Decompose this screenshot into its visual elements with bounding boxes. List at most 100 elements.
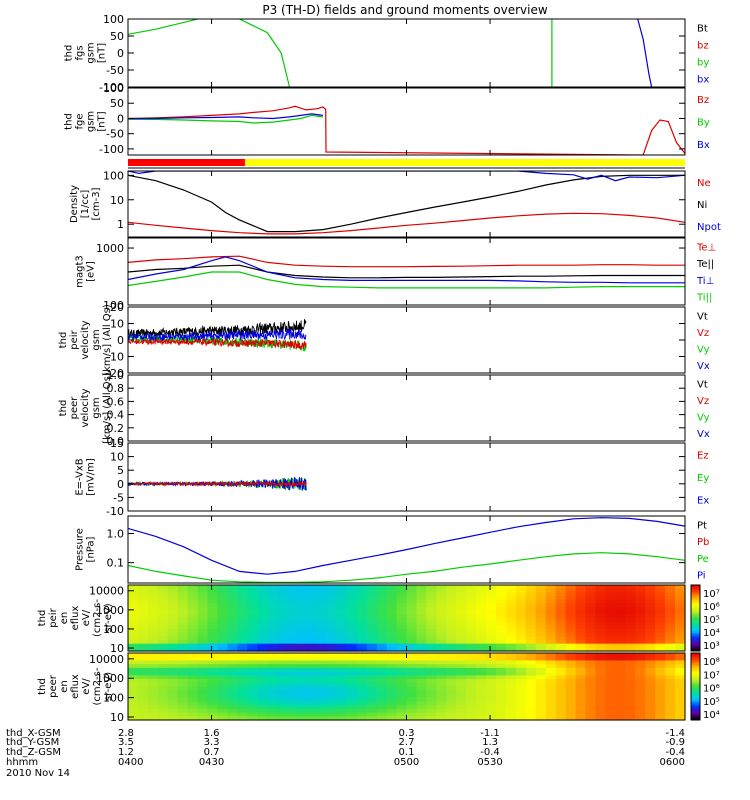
y-axis-label-4: magt3 [eV] [75, 255, 97, 288]
heatmap-cell [476, 643, 487, 648]
heatmap-cell [287, 592, 298, 597]
heatmap-cell [217, 708, 229, 714]
heatmap-cell [665, 640, 676, 645]
heatmap-cell [396, 592, 408, 597]
heatmap-cell [545, 708, 557, 714]
heatmap-cell [167, 693, 179, 699]
heatmap-cell [277, 679, 288, 684]
heatmap-cell [157, 625, 169, 630]
heatmap-cell [386, 705, 398, 710]
heatmap-cell [316, 629, 328, 634]
heatmap-cell [396, 610, 408, 615]
heatmap-cell [137, 607, 149, 612]
heatmap-cell [476, 679, 487, 684]
heatmap-cell [406, 625, 418, 630]
heatmap-cell [515, 610, 527, 615]
heatmap-cell [227, 682, 239, 688]
heatmap-cell [476, 632, 487, 637]
heatmap-cell [287, 621, 298, 626]
heatmap-cell [326, 679, 338, 684]
heatmap-cell [675, 716, 686, 721]
heatmap-cell [147, 618, 159, 623]
heatmap-cell [615, 618, 626, 623]
colorbar-cell [691, 634, 700, 637]
heatmap-cell [476, 592, 487, 597]
heatmap-cell [535, 690, 547, 695]
heatmap-cell [635, 708, 646, 714]
heatmap-cell [655, 640, 666, 645]
heatmap-cell [247, 640, 258, 645]
heatmap-cell [356, 667, 368, 673]
heatmap-cell [128, 607, 139, 612]
heatmap-cell [535, 701, 547, 706]
heatmap-cell [187, 632, 199, 637]
heatmap-cell [277, 705, 288, 710]
heatmap-cell [167, 621, 179, 626]
heatmap-cell [426, 664, 437, 669]
heatmap-cell [555, 625, 567, 630]
heatmap-cell [326, 686, 338, 691]
heatmap-cell [665, 592, 676, 597]
legend-label-1-1: By [697, 118, 710, 129]
heatmap-cell [555, 643, 567, 648]
heatmap-cell [565, 596, 577, 601]
heatmap-cell [635, 643, 646, 648]
heatmap-cell [525, 629, 537, 634]
heatmap-cell [525, 610, 537, 615]
y-axis-label-line: [1/cc] [80, 190, 91, 219]
legend-label-0-0: Bt [697, 24, 708, 35]
heatmap-cell [316, 708, 328, 714]
heatmap-cell [535, 592, 547, 597]
heatmap-cell [525, 660, 537, 665]
x-axis-tick-value: -1.4 [665, 728, 685, 739]
heatmap-cell [505, 653, 517, 658]
heatmap-cell [585, 679, 597, 684]
heatmap-cell [625, 708, 636, 714]
heatmap-cell [545, 686, 557, 691]
heatmap-cell [585, 610, 597, 615]
heatmap-cell [655, 632, 666, 637]
heatmap-cell [595, 614, 607, 619]
y-tick-label: -50 [106, 64, 124, 77]
y-axis-label-3: Density [1/cc] [cm-3] [69, 185, 102, 223]
heatmap-cell [237, 636, 248, 641]
heatmap-cell [346, 679, 358, 684]
heatmap-cell [605, 716, 616, 721]
heatmap-cell [207, 596, 219, 601]
heatmap-cell [167, 701, 179, 706]
heatmap-cell [665, 712, 676, 717]
heatmap-cell [456, 693, 467, 699]
heatmap-cell [545, 636, 557, 641]
heatmap-cell [645, 653, 656, 658]
heatmap-cell [575, 679, 587, 684]
heatmap-cell [615, 614, 626, 619]
heatmap-cell [336, 640, 348, 645]
heatmap-cell [376, 716, 388, 721]
heatmap-cell [496, 671, 507, 676]
legend-label-5-0: Vt [697, 311, 708, 322]
heatmap-cell [356, 712, 368, 717]
heatmap-cell [436, 701, 447, 706]
heatmap-cell [655, 585, 666, 590]
heatmap-cell [446, 679, 457, 684]
heatmap-cell [157, 716, 169, 721]
heatmap-cell [297, 585, 308, 590]
heatmap-cell [267, 640, 278, 645]
heatmap-cell [545, 682, 557, 688]
heatmap-cell [585, 599, 597, 604]
colorbar-cell [691, 629, 700, 632]
heatmap-cell [177, 603, 189, 608]
heatmap-cell [326, 660, 338, 665]
heatmap-cell [625, 621, 636, 626]
heatmap-cell [297, 614, 308, 619]
heatmap-cell [247, 716, 258, 721]
heatmap-cell [645, 660, 656, 665]
heatmap-cell [515, 643, 527, 648]
heatmap-cell [157, 664, 169, 669]
heatmap-cell [267, 653, 278, 658]
heatmap-cell [535, 607, 547, 612]
heatmap-cell [615, 653, 626, 658]
heatmap-cell [157, 656, 169, 662]
heatmap-cell [456, 629, 467, 634]
heatmap-cell [635, 667, 646, 673]
